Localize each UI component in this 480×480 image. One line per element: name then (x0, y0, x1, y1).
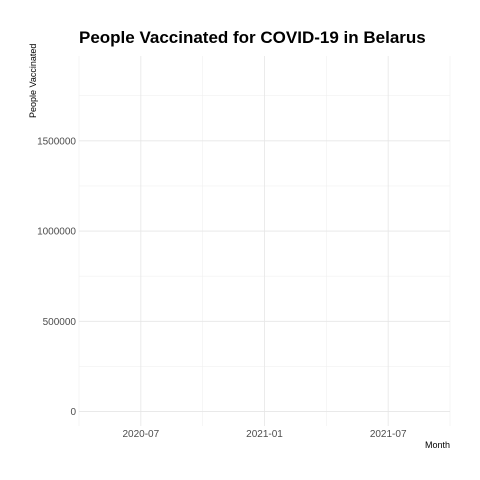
y-axis-title: People Vaccinated (28, 44, 38, 118)
x-tick-label: 2021-01 (246, 429, 283, 440)
x-axis-title: Month (425, 440, 450, 450)
major-gridlines (79, 56, 450, 426)
x-tick-label: 2021-07 (370, 429, 407, 440)
x-axis-ticks: 2020-07 2021-01 2021-07 (122, 429, 406, 440)
y-tick-label: 500000 (43, 317, 77, 328)
y-axis-ticks: 0 500000 1000000 1500000 (37, 136, 76, 418)
chart-title: People Vaccinated for COVID-19 in Belaru… (79, 28, 426, 47)
y-tick-label: 1500000 (37, 136, 76, 147)
y-tick-label: 1000000 (37, 227, 76, 238)
y-tick-label: 0 (70, 407, 76, 418)
x-tick-label: 2020-07 (122, 429, 159, 440)
